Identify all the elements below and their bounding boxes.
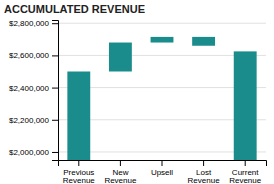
bar xyxy=(109,43,132,72)
bars xyxy=(67,37,256,160)
x-tick-label-line: Current xyxy=(232,168,259,177)
x-tick-label-line: Revenue xyxy=(104,176,137,184)
x-tick: CurrentRevenue xyxy=(229,160,262,184)
x-tick-label-line: New xyxy=(112,168,128,177)
y-tick-label: $2,400,000 xyxy=(9,84,50,93)
x-tick-mark xyxy=(203,160,204,166)
y-tick-mark xyxy=(52,23,58,24)
y-tick-mark xyxy=(52,120,58,121)
x-tick-label-line: Revenue xyxy=(63,176,96,184)
x-tick-label-line: Previous xyxy=(63,168,94,177)
x-axis-line xyxy=(59,161,267,167)
x-tick-label: LostRevenue xyxy=(188,168,221,184)
x-tick-label: CurrentRevenue xyxy=(229,168,262,184)
plot: $2,000,000 $2,200,000 $2,400,000 $2,600,000… xyxy=(9,19,267,184)
grid-line xyxy=(58,23,266,24)
x-tick-mark xyxy=(162,160,163,166)
x-tick-label: Upsell xyxy=(151,168,173,177)
y-tick-label: $2,000,000 xyxy=(9,148,50,157)
x-tick-mark xyxy=(78,160,79,166)
y-tick-label: $2,600,000 xyxy=(9,51,50,60)
x-tick-label-line: Revenue xyxy=(188,176,221,184)
x-tick-label-line: Revenue xyxy=(229,176,262,184)
y-tick: $2,000,000 xyxy=(9,148,58,157)
x-tick: PreviousRevenue xyxy=(63,160,96,184)
y-tick: $2,600,000 xyxy=(9,51,58,60)
x-tick-label-line: Lost xyxy=(196,168,212,177)
y-tick-mark xyxy=(52,88,58,89)
bar xyxy=(151,37,174,43)
y-tick-mark xyxy=(52,152,58,153)
bar xyxy=(234,51,257,160)
x-tick-label-line: Upsell xyxy=(151,168,173,177)
x-tick-mark xyxy=(120,160,121,166)
bar xyxy=(67,71,90,160)
chart: ACCUMULATED REVENUE$2,000,000$2,200,000$… xyxy=(0,0,274,184)
bar xyxy=(192,37,215,46)
x-tick-label: PreviousRevenue xyxy=(63,168,96,184)
y-tick-label: $2,200,000 xyxy=(9,116,50,125)
x-tick: NewRevenue xyxy=(104,160,137,184)
y-axis: $2,000,000 $2,200,000 $2,400,000 $2,600,000… xyxy=(9,19,59,160)
y-tick: $2,800,000 xyxy=(9,19,58,28)
y-tick-mark xyxy=(52,55,58,56)
y-tick: $2,200,000 xyxy=(9,116,58,125)
x-tick: LostRevenue xyxy=(188,160,221,184)
y-axis-line xyxy=(52,21,59,161)
title: ACCUMULATED REVENUE xyxy=(4,3,145,15)
y-tick-label: $2,800,000 xyxy=(9,19,50,28)
x-tick-mark xyxy=(245,160,246,166)
x-axis: PreviousRevenueNewRevenueUpsellLostReven… xyxy=(59,160,267,184)
x-tick: Upsell xyxy=(151,160,173,177)
x-tick-label: NewRevenue xyxy=(104,168,137,184)
y-tick: $2,400,000 xyxy=(9,84,58,93)
